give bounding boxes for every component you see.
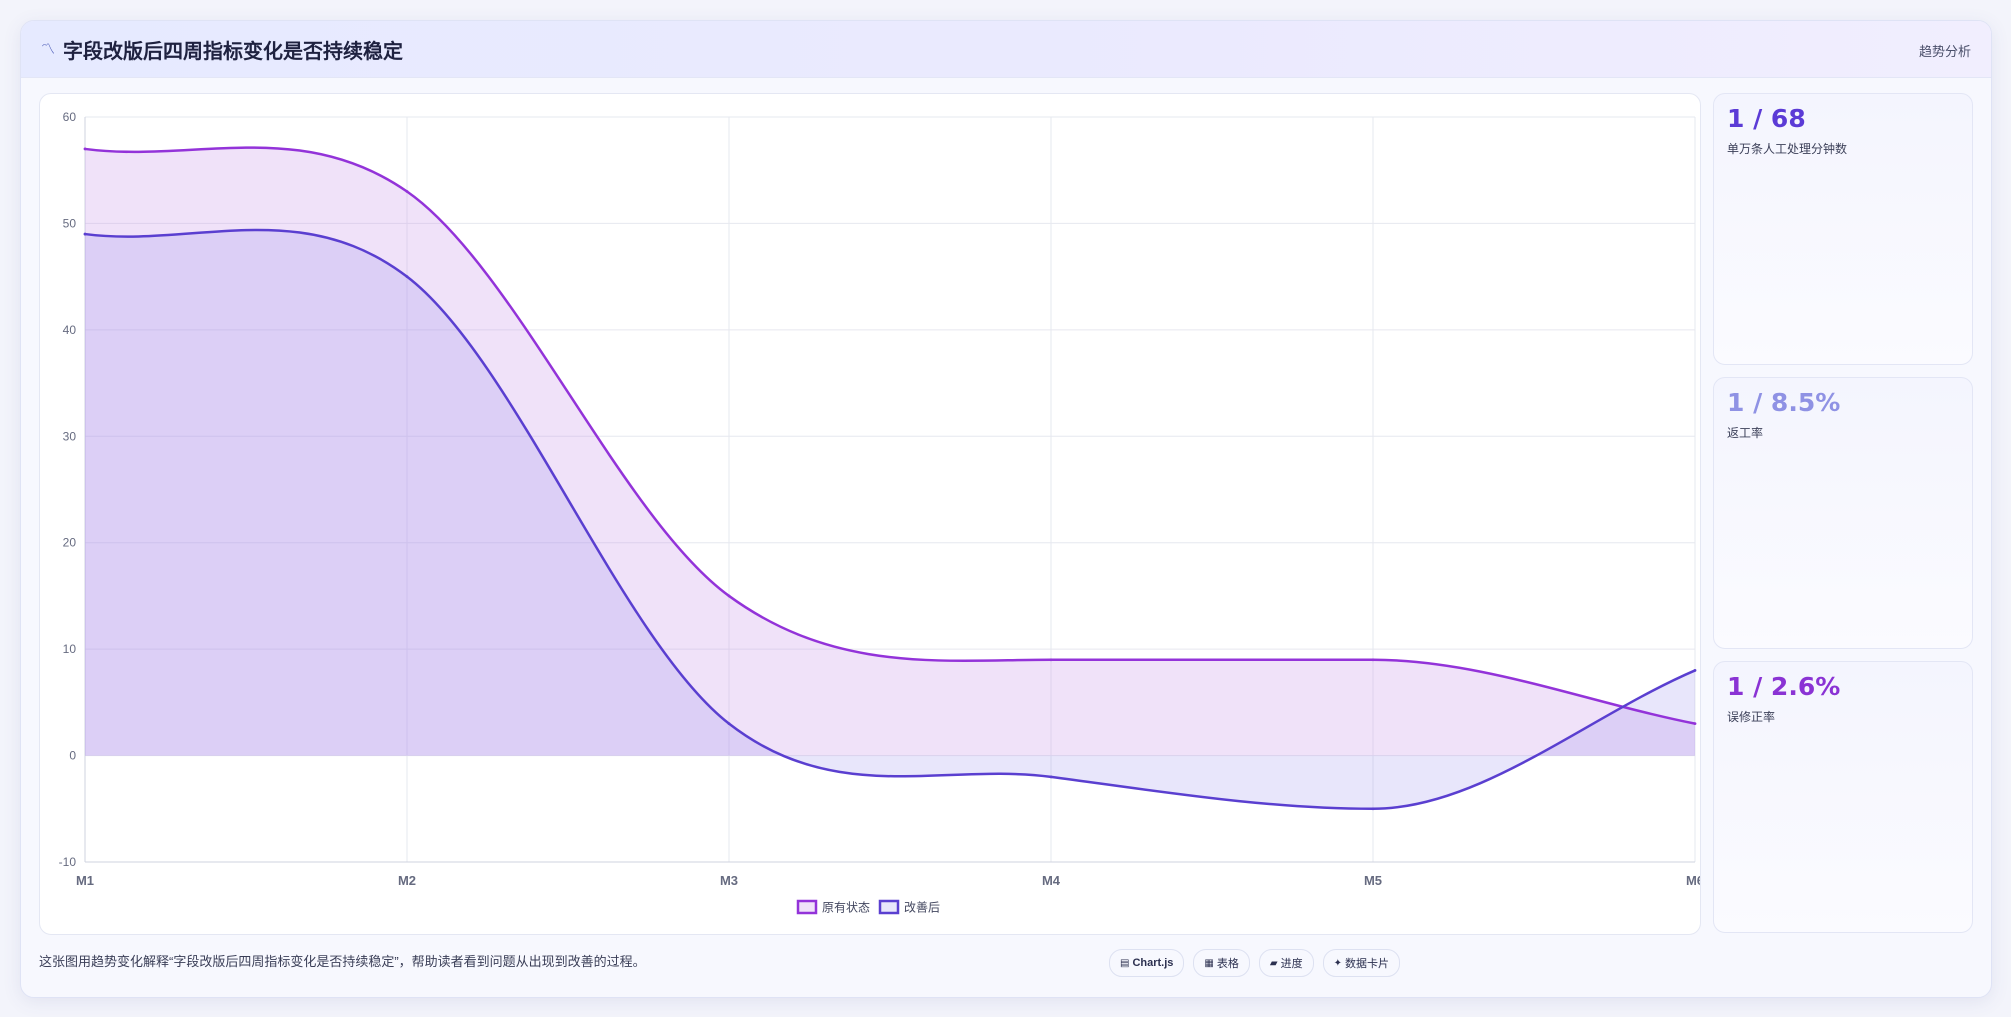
- series-area-1: [85, 147, 1695, 756]
- sparkle-icon: ✦: [1333, 957, 1342, 969]
- y-tick-label: 50: [63, 216, 77, 230]
- badge-label: 表格: [1216, 958, 1239, 970]
- data-point: [405, 275, 409, 279]
- legend-swatch: [796, 899, 818, 915]
- legend-label: 原有状态: [822, 901, 870, 915]
- y-tick-label: 60: [63, 110, 77, 124]
- dashboard-card: 〽 字段改版后四周指标变化是否持续稳定 趋势分析 -10 0 10 20 30 40 50 6…: [20, 20, 1992, 998]
- y-tick-label: 0: [69, 749, 76, 763]
- kpi-value: 1 / 8.5%: [1727, 388, 1841, 417]
- legend-swatch: [878, 899, 900, 915]
- chart-line-icon: 〽: [41, 41, 55, 57]
- data-point: [83, 232, 87, 236]
- data-point: [405, 190, 409, 193]
- data-point: [1049, 658, 1053, 662]
- progress-icon: ▰: [1269, 957, 1278, 969]
- analysis-type-tag: 趋势分析: [1918, 44, 1971, 59]
- badge-label: Chart.js: [1132, 957, 1174, 969]
- data-point: [727, 722, 731, 726]
- data-point: [1049, 775, 1053, 779]
- badge-label: 进度: [1280, 958, 1303, 970]
- data-point: [1371, 807, 1375, 811]
- kpi-value: 1 / 68: [1727, 104, 1806, 133]
- chart-title: 字段改版后四周指标变化是否持续稳定: [63, 41, 403, 63]
- card-header: 〽 字段改版后四周指标变化是否持续稳定 趋势分析: [21, 21, 1991, 78]
- x-tick-label: M5: [1364, 873, 1382, 888]
- series-line-1: [84, 146, 1696, 725]
- x-tick-label: M4: [1042, 873, 1061, 888]
- series-area-2: [85, 229, 1695, 809]
- data-point: [727, 594, 731, 598]
- badge-progress[interactable]: ▰ 进度: [1258, 949, 1314, 977]
- badge-label: 数据卡片: [1344, 958, 1389, 970]
- data-point: [1693, 722, 1697, 726]
- chart-icon: ▤: [1120, 957, 1130, 969]
- data-point: [83, 147, 87, 151]
- kpi-label: 误修正率: [1727, 710, 1776, 724]
- badge-data-card[interactable]: ✦ 数据卡片: [1322, 949, 1400, 977]
- x-tick-label: M1: [76, 873, 94, 888]
- data-point: [1693, 669, 1697, 672]
- x-tick-label: M3: [720, 873, 738, 888]
- chart-panel: -10 0 10 20 30 40 50 60 M1 M2 M3 M4 M5 M6 原有状态 改善后: [39, 93, 1701, 935]
- x-tick-label: M6: [1686, 873, 1700, 888]
- y-tick-label: -10: [59, 855, 77, 869]
- y-tick-label: 20: [63, 536, 77, 550]
- kpi-label: 单万条人工处理分钟数: [1727, 142, 1848, 156]
- badge-table[interactable]: ▦ 表格: [1193, 949, 1250, 977]
- line-area-chart: -10 0 10 20 30 40 50 60 M1 M2 M3 M4 M5 M6 原有状态 改善后: [59, 110, 1700, 915]
- kpi-card-mis-correction-rate: 1 / 2.6% 误修正率: [1713, 661, 1973, 933]
- kpi-card-processing-minutes: 1 / 68 单万条人工处理分钟数: [1713, 93, 1973, 365]
- y-tick-label: 30: [63, 429, 77, 443]
- kpi-value: 1 / 2.6%: [1727, 672, 1841, 701]
- table-icon: ▦: [1204, 957, 1214, 969]
- x-tick-label: M2: [398, 873, 416, 888]
- chart-description: 这张图用趋势变化解释“字段改版后四周指标变化是否持续稳定”，帮助读者看到问题从出…: [39, 954, 646, 969]
- legend-label: 改善后: [904, 900, 940, 915]
- y-tick-label: 10: [63, 642, 77, 656]
- badge-chartjs[interactable]: ▤ Chart.js: [1109, 949, 1185, 977]
- kpi-card-rework-rate: 1 / 8.5% 返工率: [1713, 377, 1973, 649]
- kpi-label: 返工率: [1727, 426, 1764, 440]
- series-line-2: [84, 228, 1696, 811]
- data-point: [1371, 658, 1375, 662]
- y-tick-label: 40: [63, 323, 77, 337]
- feature-badges: ▤ Chart.js ▦ 表格 ▰ 进度 ✦ 数据卡片: [1109, 949, 1400, 977]
